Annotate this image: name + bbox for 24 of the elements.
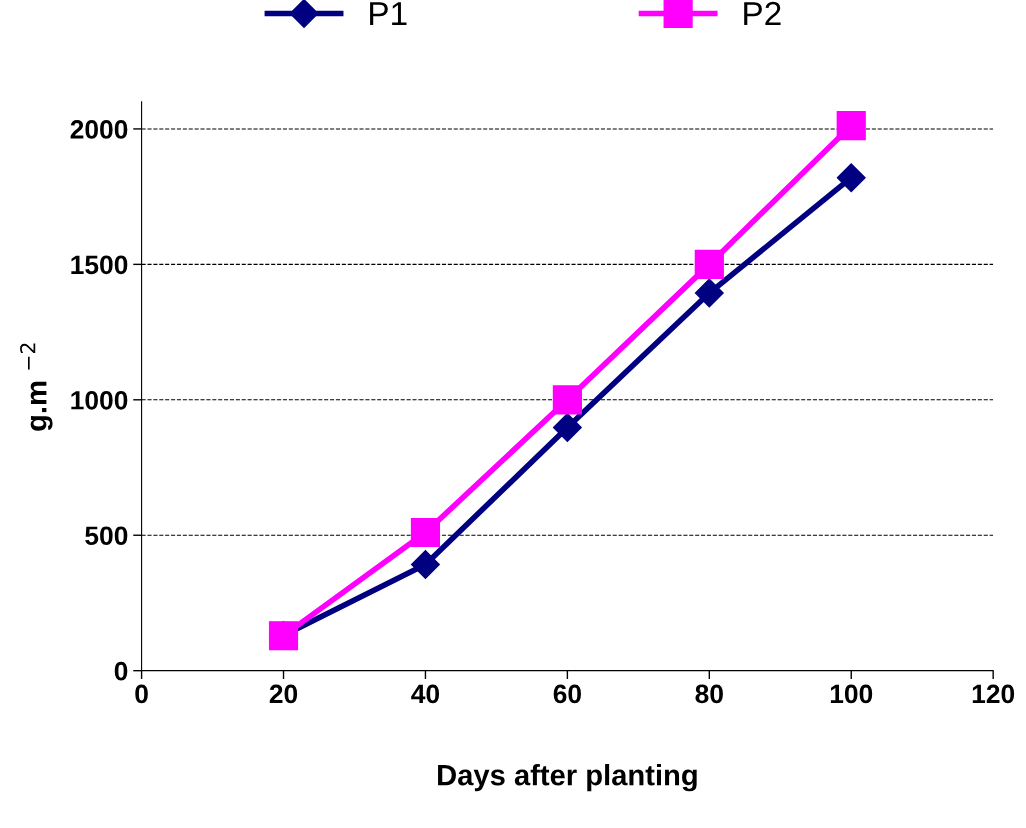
y-tick-label: 0 <box>114 661 128 681</box>
legend-label: P1 <box>370 2 407 26</box>
x-tick-label: 0 <box>135 684 148 704</box>
y-tick-label: 2000 <box>70 120 128 139</box>
point <box>836 163 866 193</box>
point <box>552 385 582 415</box>
point <box>552 412 582 442</box>
x-tick-label: 60 <box>553 684 581 704</box>
point <box>836 111 866 141</box>
point <box>694 249 724 279</box>
y-tick-label: 500 <box>85 526 128 546</box>
y-tick-label: 1000 <box>71 390 128 410</box>
x-tick-label: 100 <box>830 684 873 704</box>
point <box>694 278 724 308</box>
y-axis-title: g.m $^{−2}$ <box>20 343 53 431</box>
x-tick-label: 80 <box>695 684 723 704</box>
x-tick-label: 120 <box>972 684 1015 704</box>
point <box>411 550 440 579</box>
x-tick-label: 20 <box>269 684 298 704</box>
x-axis-title: Days after planting <box>438 764 697 792</box>
x-tick-label: 40 <box>411 684 440 704</box>
point <box>410 517 441 548</box>
y-tick-label: 1500 <box>71 255 128 275</box>
legend-label: P2 <box>744 1 781 26</box>
